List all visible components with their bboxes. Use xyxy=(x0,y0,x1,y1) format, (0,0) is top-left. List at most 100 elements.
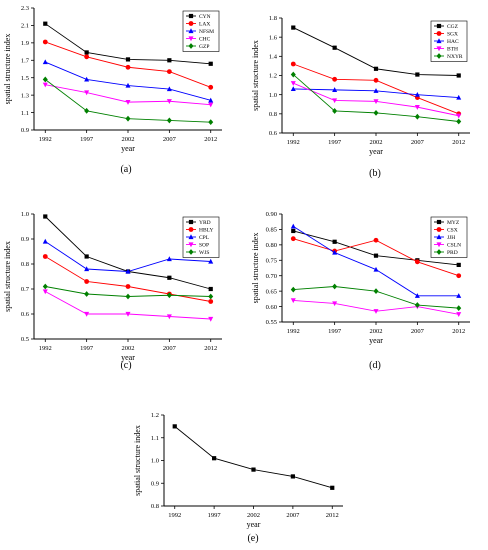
y-tick-label: 1.0 xyxy=(151,458,159,465)
data-point xyxy=(208,299,214,304)
data-point xyxy=(84,54,90,60)
data-point xyxy=(42,39,48,45)
legend-marker xyxy=(188,28,194,34)
legend-marker xyxy=(436,38,442,44)
legend-marker xyxy=(188,21,194,26)
panel-label: (d) xyxy=(369,360,381,371)
y-axis-title: spatial structure index xyxy=(251,233,260,304)
data-point xyxy=(332,249,338,255)
data-point xyxy=(166,99,172,104)
legend-label: HBLY xyxy=(199,228,213,234)
data-point xyxy=(208,97,214,103)
data-point xyxy=(456,305,462,312)
x-tick-label: 2002 xyxy=(370,139,383,146)
data-point xyxy=(291,228,296,234)
data-point xyxy=(84,266,90,272)
legend-marker xyxy=(436,23,442,29)
legend-label: HAC xyxy=(447,39,459,45)
data-point xyxy=(125,57,131,62)
data-point xyxy=(166,292,172,299)
x-tick-label: 1997 xyxy=(80,345,94,352)
data-point xyxy=(125,293,131,300)
data-point xyxy=(42,238,48,244)
data-point xyxy=(84,311,90,317)
data-point xyxy=(125,115,131,122)
x-axis-title: year xyxy=(369,147,383,156)
x-tick-label: 1997 xyxy=(328,139,342,146)
legend-marker xyxy=(188,43,194,49)
data-point xyxy=(290,474,295,479)
y-tick-label: 0.9 xyxy=(151,480,159,487)
y-tick-label: 0.6 xyxy=(21,311,30,318)
y-axis-title: spatial structure index xyxy=(251,40,260,111)
data-point xyxy=(456,312,462,317)
x-tick-label: 1997 xyxy=(80,136,94,143)
x-tick-label: 1992 xyxy=(39,136,52,143)
data-point xyxy=(166,86,172,92)
data-point xyxy=(166,314,172,320)
legend-marker xyxy=(436,249,442,255)
data-point xyxy=(125,311,131,317)
data-point xyxy=(43,21,48,26)
data-point xyxy=(125,268,131,274)
y-tick-label: 0.8 xyxy=(151,503,159,510)
x-tick-label: 2012 xyxy=(204,345,217,352)
y-tick-label: 0.80 xyxy=(266,242,277,249)
legend-label: JJH xyxy=(447,235,455,241)
data-point xyxy=(414,259,420,265)
data-point xyxy=(84,50,89,55)
legend-label: MYZ xyxy=(447,220,460,226)
x-axis-title: year xyxy=(369,336,383,345)
y-axis-title: spatial structure index xyxy=(133,425,142,496)
x-tick-label: 2002 xyxy=(247,512,260,519)
data-point xyxy=(373,253,379,258)
data-point xyxy=(167,58,172,63)
x-tick-label: 2012 xyxy=(326,512,339,519)
legend-marker xyxy=(188,227,194,232)
panel-label: (a) xyxy=(120,164,131,175)
chart-panel-5: 0.8 0.9 1.0 1.1 1.2 1992 1997 2002 2007 2012 year s… xyxy=(133,412,343,544)
data-point xyxy=(332,239,337,244)
legend-marker xyxy=(188,249,194,255)
y-tick-label: 0.9 xyxy=(21,236,29,243)
y-tick-label: 1.8 xyxy=(269,15,277,22)
legend-label: CHC xyxy=(199,37,211,43)
data-point xyxy=(290,236,296,242)
data-point xyxy=(414,293,420,298)
y-tick-label: 1.0 xyxy=(269,92,277,99)
legend-marker xyxy=(188,242,194,248)
x-tick-label: 2012 xyxy=(204,136,217,143)
data-point xyxy=(415,72,420,77)
data-point xyxy=(208,258,214,264)
data-point xyxy=(84,90,90,96)
legend-label: BTH xyxy=(447,47,458,53)
y-tick-label: 0.75 xyxy=(266,257,277,264)
x-tick-label: 2012 xyxy=(452,139,465,146)
data-point xyxy=(373,309,379,314)
x-tick-label: 1992 xyxy=(39,345,52,352)
chart-panel-2: 0.6 0.8 1.0 1.2 1.4 1.6 1.8 1992 1997 2002 2007 201… xyxy=(251,15,470,179)
x-axis-title: year xyxy=(247,520,261,529)
data-point xyxy=(172,424,177,429)
legend-marker xyxy=(188,13,194,19)
data-point xyxy=(42,289,48,295)
y-tick-label: 0.65 xyxy=(266,288,277,295)
data-point xyxy=(290,71,296,78)
data-point xyxy=(373,237,379,243)
data-point xyxy=(208,286,213,292)
x-tick-label: 1992 xyxy=(168,512,181,519)
data-point xyxy=(42,82,48,88)
x-tick-label: 1997 xyxy=(328,328,342,335)
data-point xyxy=(208,61,213,66)
x-tick-label: 1992 xyxy=(287,328,300,335)
data-point xyxy=(456,113,462,119)
legend-label: GZP xyxy=(199,44,209,50)
data-point xyxy=(373,288,379,295)
chart-panel-3: 0.5 0.6 0.7 0.8 0.9 1.0 1992 1997 2002 2007 2012 ye… xyxy=(3,211,222,371)
legend-label: PRD xyxy=(447,250,458,256)
legend-marker xyxy=(436,31,442,36)
